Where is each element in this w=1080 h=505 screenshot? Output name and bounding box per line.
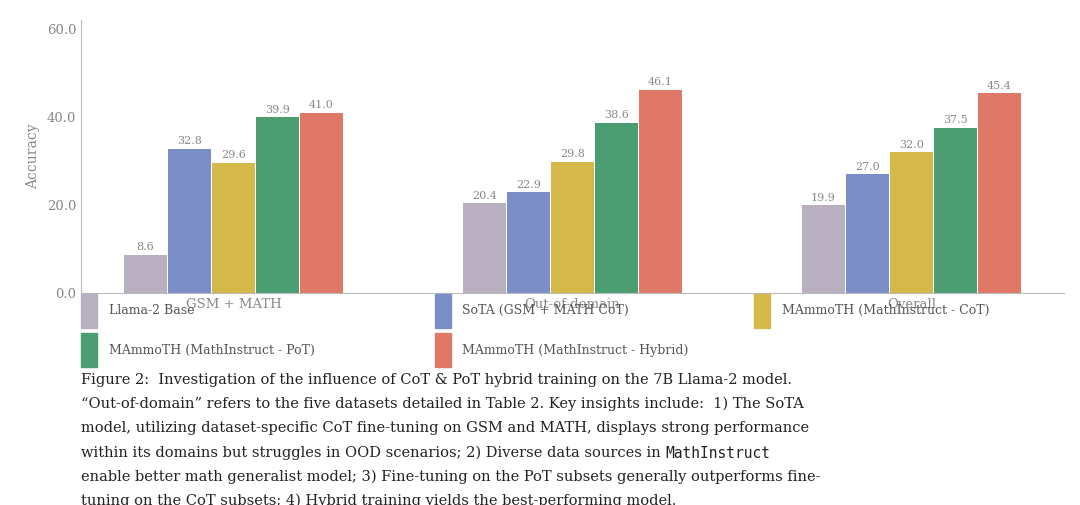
Bar [934,128,976,293]
Text: 8.6: 8.6 [136,242,154,252]
Text: SoTA (GSM + MATH CoT): SoTA (GSM + MATH CoT) [462,304,629,317]
Text: model, utilizing dataset-specific CoT fine-tuning on GSM and MATH, displays stro: model, utilizing dataset-specific CoT fi… [81,421,809,435]
Text: “Out-of-domain” refers to the five datasets detailed in Table 2. Key insights in: “Out-of-domain” refers to the five datas… [81,397,804,412]
Text: within its domains but struggles in OOD scenarios; 2) Diverse data sources in: within its domains but struggles in OOD … [81,445,665,460]
Bar [124,255,166,293]
Bar [435,333,450,368]
Text: 32.8: 32.8 [177,136,202,146]
Bar [978,93,1021,293]
Text: MAmmoTH (MathInstruct - CoT): MAmmoTH (MathInstruct - CoT) [782,304,989,317]
Bar [168,148,211,293]
Bar [846,174,889,293]
Text: 27.0: 27.0 [855,162,879,172]
Bar [463,203,505,293]
Bar [507,192,550,293]
Bar [300,113,343,293]
Text: 46.1: 46.1 [648,77,673,87]
Text: 32.0: 32.0 [899,139,923,149]
Bar [256,117,299,293]
Text: Llama-2 Base: Llama-2 Base [108,304,194,317]
Text: 19.9: 19.9 [811,193,836,203]
Bar [801,206,845,293]
Bar [81,333,97,368]
Text: MAmmoTH (MathInstruct - Hybrid): MAmmoTH (MathInstruct - Hybrid) [462,343,689,357]
Bar [435,293,450,328]
Text: enable better math generalist model; 3) Fine-tuning on the PoT subsets generally: enable better math generalist model; 3) … [81,470,821,484]
Bar [754,293,770,328]
Bar [595,123,638,293]
Text: 29.8: 29.8 [559,149,585,159]
Y-axis label: Accuracy: Accuracy [26,124,40,189]
Text: 39.9: 39.9 [265,105,291,115]
Text: 45.4: 45.4 [987,81,1012,90]
Bar [212,163,255,293]
Text: 38.6: 38.6 [604,111,629,121]
Text: MAmmoTH (MathInstruct - PoT): MAmmoTH (MathInstruct - PoT) [108,343,314,357]
Text: 29.6: 29.6 [221,150,246,160]
Text: tuning on the CoT subsets; 4) Hybrid training yields the best-performing model.: tuning on the CoT subsets; 4) Hybrid tra… [81,494,676,505]
Text: 20.4: 20.4 [472,190,497,200]
Bar [890,152,933,293]
Text: 41.0: 41.0 [309,100,334,110]
Text: 37.5: 37.5 [943,115,968,125]
Bar [639,90,681,293]
Text: Figure 2:  Investigation of the influence of CoT & PoT hybrid training on the 7B: Figure 2: Investigation of the influence… [81,373,792,387]
Bar [551,162,594,293]
Text: MathInstruct: MathInstruct [665,445,770,461]
Bar [81,293,97,328]
Text: 22.9: 22.9 [516,180,541,189]
